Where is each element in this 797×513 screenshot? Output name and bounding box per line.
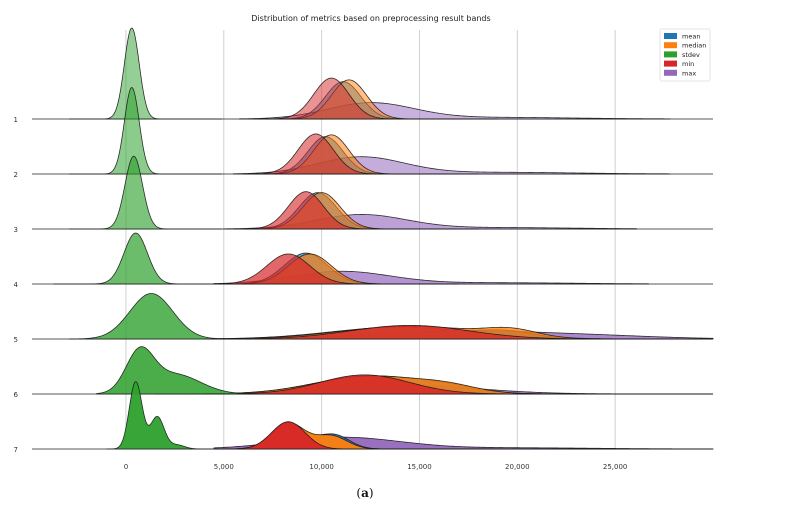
ridges [32,27,714,450]
y-tick-label: 2 [14,171,18,179]
legend-swatch [664,42,677,49]
ridge-band [32,155,713,230]
y-tick-label: 4 [14,281,19,289]
density-stdev [69,155,222,230]
y-tick-label: 7 [14,446,18,454]
density-min [213,253,440,285]
legend-box [659,28,711,82]
legend-label: stdev [682,51,700,59]
y-tick-label: 1 [14,116,18,124]
y-axis-ticks: 1 2 3 4 5 6 7 [14,116,19,454]
density-stdev [69,87,222,175]
ridge-band [32,381,714,450]
density-min [233,191,440,230]
y-tick-label: 6 [14,391,19,399]
ridge-band [32,27,713,120]
y-tick-label: 3 [14,226,18,234]
chart-title: Distribution of metrics based on preproc… [251,14,490,23]
x-tick-label: 10,000 [309,463,334,471]
legend-swatch [664,33,677,39]
caption-open-paren: ( [356,486,361,500]
density-min [253,77,459,120]
density-stdev [69,27,222,120]
x-axis-ticks: 0 5,000 10,000 15,000 20,000 25,000 [124,463,628,471]
legend-label: median [682,42,706,50]
caption-close-paren: ) [369,486,374,500]
legend-swatch [664,69,677,76]
density-stdev [96,346,254,395]
density-min [203,324,713,340]
legend-label: mean [682,33,700,41]
x-tick-label: 15,000 [407,463,432,471]
x-tick-label: 20,000 [505,463,530,471]
caption-letter: a [361,486,369,500]
legend-swatch [664,60,677,67]
legend-swatch [664,51,677,58]
y-tick-label: 5 [14,336,18,344]
figure-caption: (a) [356,486,373,500]
ridge-band [32,232,713,285]
density-stdev [106,381,224,450]
legend-label: max [682,69,696,77]
density-min [213,421,713,450]
density-stdev [53,232,224,285]
x-tick-label: 5,000 [214,463,234,471]
x-tick-label: 25,000 [603,463,628,471]
x-tick-label: 0 [124,463,128,471]
density-min [242,133,449,175]
legend-label: min [682,60,694,68]
ridge-band [32,87,713,175]
density-stdev [68,293,244,340]
ridge-band [32,293,714,340]
